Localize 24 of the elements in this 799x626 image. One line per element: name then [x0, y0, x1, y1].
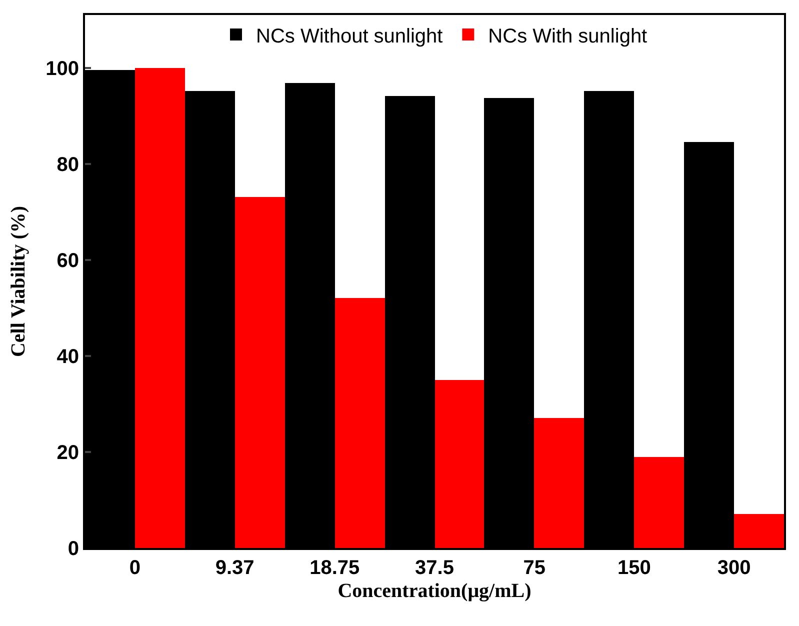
bar [135, 68, 185, 548]
x-tick-label: 0 [129, 557, 140, 579]
bar [335, 298, 385, 548]
y-tick-label: 60 [56, 250, 79, 272]
x-tick-label: 75 [523, 557, 546, 579]
y-tick-label: 100 [46, 58, 79, 80]
x-tick-label: 150 [618, 557, 651, 579]
x-tick-label: 300 [717, 557, 751, 579]
legend-label: NCs With sunlight [488, 25, 648, 48]
legend-label: NCs Without sunlight [256, 25, 444, 48]
bar [435, 380, 484, 548]
x-tick-label: 18.75 [310, 557, 360, 579]
x-tick-label: 9.37 [215, 557, 254, 579]
bar [634, 457, 684, 548]
y-tick-label: 20 [56, 442, 79, 464]
y-tick-label: 40 [56, 346, 79, 368]
bar [534, 418, 584, 548]
y-axis-title: Cell Viability (%) [8, 206, 30, 358]
x-axis-title: Concentration(μg/mL) [338, 580, 532, 602]
x-tick-label: 37.5 [415, 557, 454, 579]
y-tick-label: 0 [68, 538, 79, 560]
bar [734, 514, 784, 548]
bar [235, 197, 285, 548]
y-tick-label: 80 [56, 154, 79, 176]
